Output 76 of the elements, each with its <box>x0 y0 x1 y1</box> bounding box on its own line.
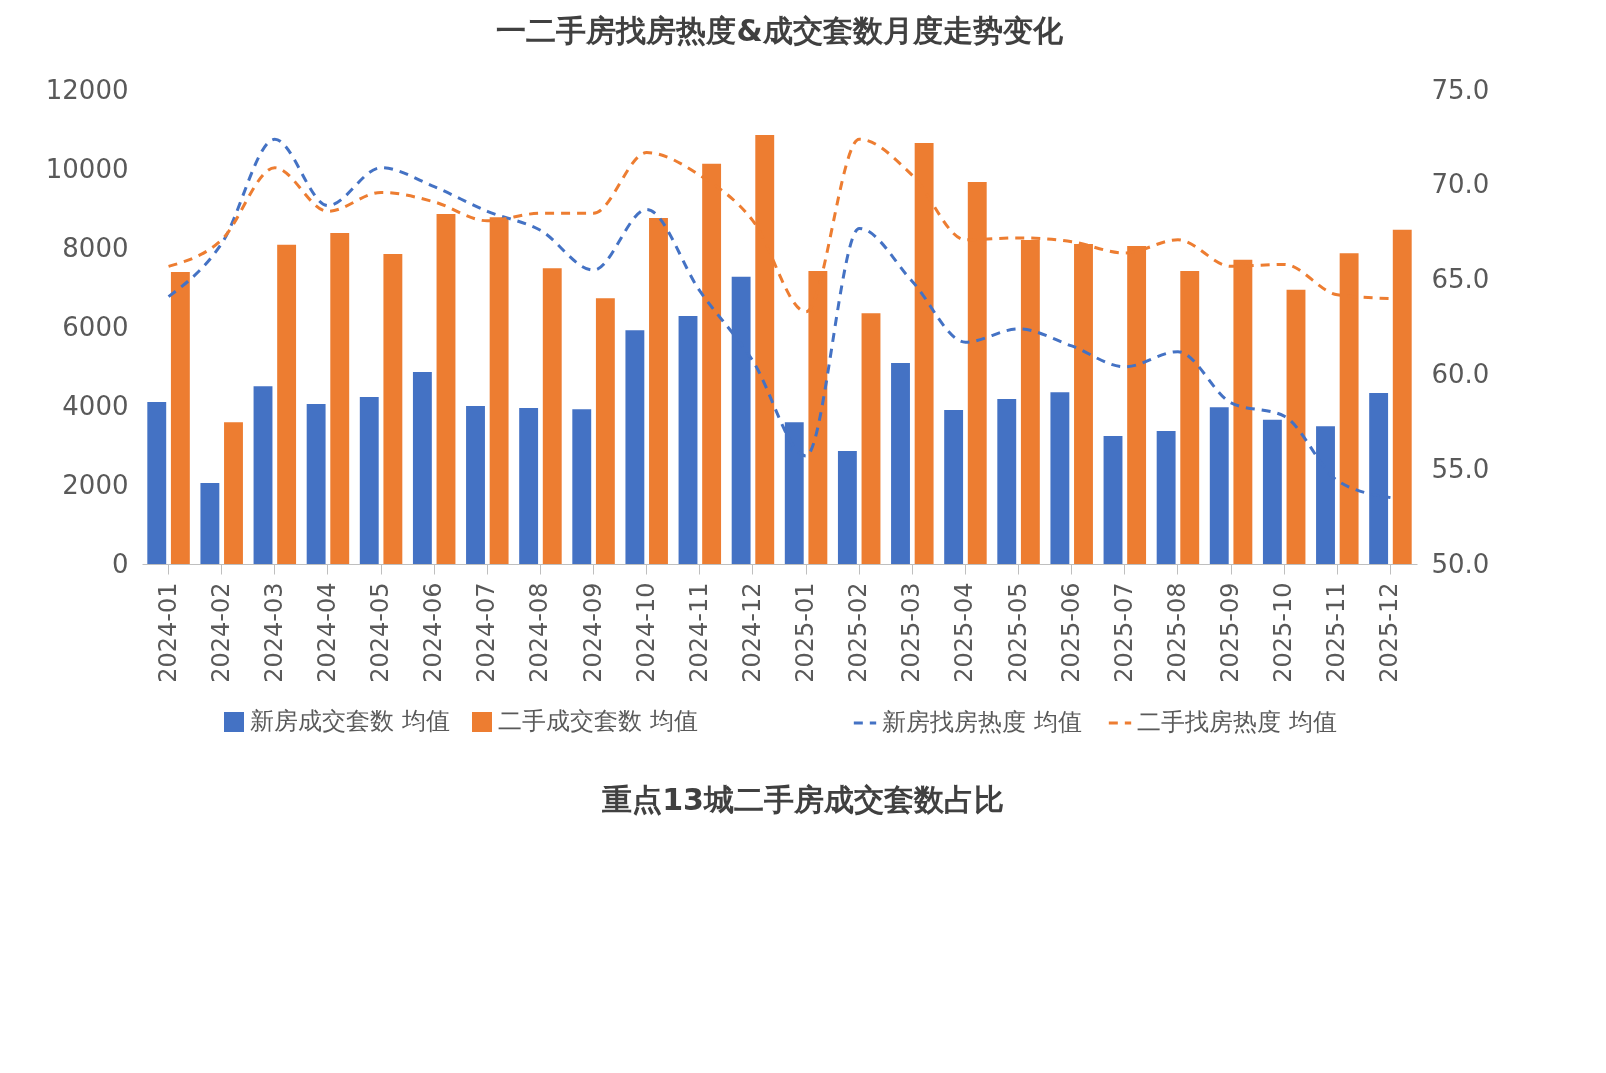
y2-tick-label: 75.0 <box>1431 74 1490 105</box>
x-tick-label: 2025-06 <box>1056 582 1085 683</box>
y2-tick-label: 50.0 <box>1431 548 1490 579</box>
x-tick-label: 2024-12 <box>737 582 766 683</box>
bar <box>542 268 562 564</box>
x-tick-label: 2025-04 <box>950 582 979 683</box>
bar <box>837 451 857 564</box>
text: 重点13城二手房成交套数占比 <box>601 781 1005 819</box>
bar <box>1209 407 1229 564</box>
x-tick-label: 2025-01 <box>791 582 820 683</box>
bar <box>572 409 592 564</box>
bar <box>519 407 539 564</box>
legend-label: 新房找房热度 均值 <box>882 708 1082 736</box>
x-tick-label: 2024-11 <box>684 582 713 683</box>
x-tick-label: 2024-05 <box>366 582 395 683</box>
y2-tick-label: 60.0 <box>1431 358 1490 389</box>
x-tick-label: 2025-07 <box>1109 582 1138 683</box>
x-tick-label: 2024-07 <box>472 582 501 683</box>
y-tick-label: 2000 <box>62 469 129 500</box>
bar <box>330 232 350 564</box>
bar <box>1392 229 1412 564</box>
y-tick-label: 4000 <box>62 390 129 421</box>
y2-tick-label: 70.0 <box>1431 169 1490 200</box>
x-tick-label: 2025-03 <box>897 582 926 683</box>
y2-tick-label: 55.0 <box>1431 453 1490 484</box>
x-tick-label: 2025-09 <box>1216 582 1245 683</box>
x-tick-label: 2024-02 <box>206 582 235 683</box>
y-tick-label: 6000 <box>62 311 129 342</box>
bar <box>997 398 1017 564</box>
y-tick-label: 0 <box>111 548 129 579</box>
bar <box>1286 289 1306 564</box>
x-tick-label: 2024-01 <box>153 582 182 683</box>
bar <box>1262 419 1282 564</box>
legend-label: 新房成交套数 均值 <box>250 707 450 735</box>
y2-tick-label: 65.0 <box>1431 264 1490 295</box>
bar <box>595 298 615 564</box>
x-tick-label: 2024-10 <box>631 582 660 683</box>
bar <box>253 386 273 564</box>
bar <box>649 217 668 564</box>
bar <box>147 402 167 564</box>
bar <box>861 313 881 564</box>
x-tick-label: 2025-11 <box>1322 582 1351 683</box>
bar <box>1103 436 1123 564</box>
x-tick-label: 2024-08 <box>525 582 554 683</box>
x-tick-label: 2025-08 <box>1162 582 1191 683</box>
x-tick-label: 2024-09 <box>578 582 607 683</box>
bar <box>891 362 910 564</box>
bar <box>306 404 326 564</box>
bar <box>1050 392 1070 564</box>
bar <box>944 409 964 564</box>
bar <box>1180 270 1200 564</box>
bar <box>200 483 220 564</box>
y-tick-label: 8000 <box>62 232 129 263</box>
bar <box>412 372 432 564</box>
bar <box>466 406 485 564</box>
x-tick-label: 2025-05 <box>1003 582 1032 683</box>
chart-title: 一二手房找房热度&成交套数月度走势变化 <box>496 13 1064 48</box>
x-tick-label: 2024-06 <box>419 582 448 683</box>
x-tick-label: 2024-04 <box>312 582 341 683</box>
x-tick-label: 2025-12 <box>1375 582 1404 683</box>
bar <box>1156 430 1176 564</box>
x-tick-label: 2025-10 <box>1269 582 1298 683</box>
x-tick-label: 2025-02 <box>844 582 873 683</box>
x-tick-label: 2024-03 <box>259 582 288 683</box>
bar <box>170 272 190 564</box>
bar <box>678 315 698 564</box>
y-tick-label: 12000 <box>45 74 129 105</box>
bar <box>224 422 243 564</box>
bar <box>359 396 379 564</box>
bar <box>383 253 403 564</box>
legend-label: 二手成交套数 均值 <box>498 707 698 735</box>
bar <box>625 330 645 564</box>
y-tick-label: 10000 <box>45 153 129 184</box>
bar <box>436 214 456 564</box>
bar <box>277 244 297 564</box>
legend-label: 二手找房热度 均值 <box>1137 708 1337 736</box>
